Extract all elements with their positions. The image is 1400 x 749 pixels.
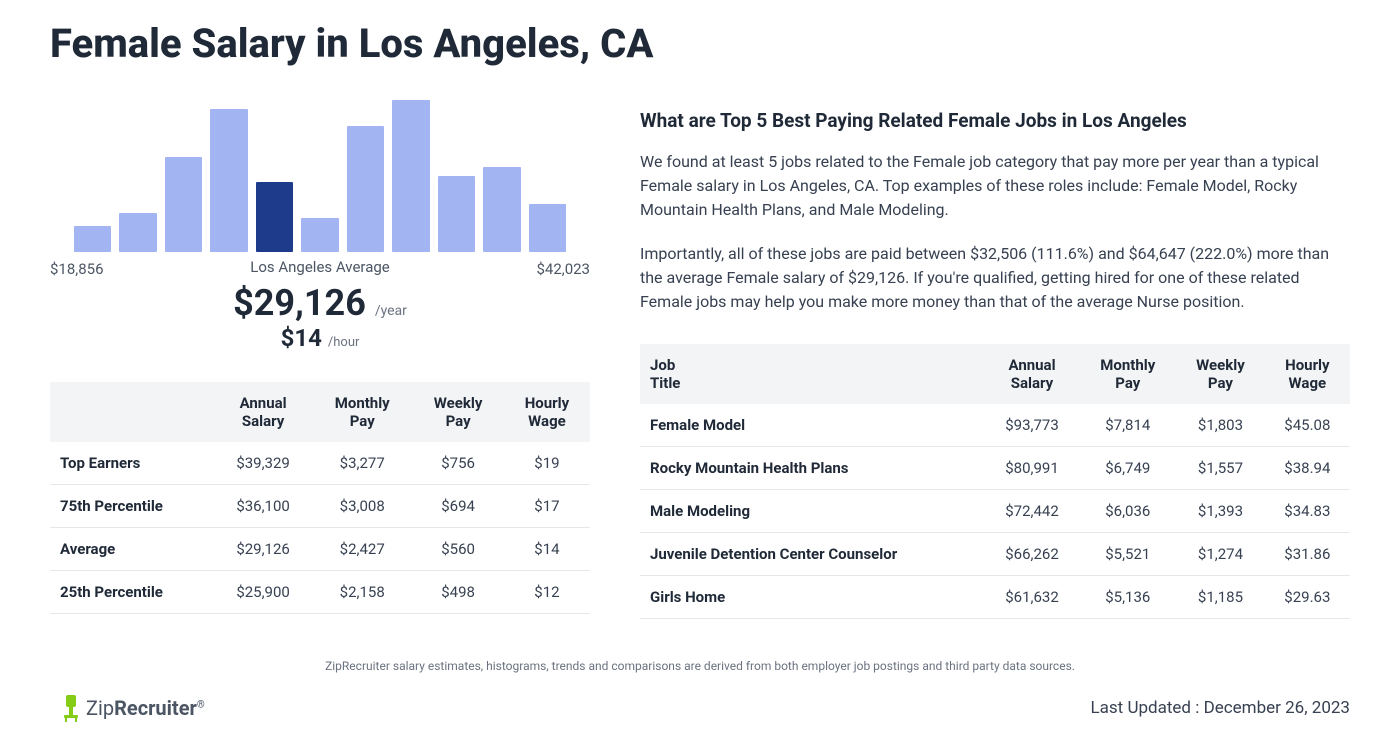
- table-cell: $5,136: [1079, 576, 1176, 619]
- table-cell: $25,900: [214, 571, 312, 614]
- table-row: 75th Percentile$36,100$3,008$694$17: [50, 485, 590, 528]
- chair-icon: [60, 693, 82, 723]
- table-cell: $31.86: [1265, 533, 1350, 576]
- table-row: Male Modeling$72,442$6,036$1,393$34.83: [640, 490, 1350, 533]
- histogram-bar: [483, 167, 520, 252]
- table-cell: $14: [504, 528, 590, 571]
- histogram-bar: [74, 226, 111, 252]
- table-header: MonthlyPay: [312, 382, 412, 442]
- table-cell: $6,036: [1079, 490, 1176, 533]
- table-cell: $72,442: [985, 490, 1080, 533]
- table-cell: $80,991: [985, 447, 1080, 490]
- table-cell: $498: [412, 571, 504, 614]
- table-cell: Girls Home: [640, 576, 985, 619]
- table-cell: $66,262: [985, 533, 1080, 576]
- table-header: WeeklyPay: [1176, 344, 1265, 404]
- histogram-bar: [392, 100, 429, 252]
- table-cell: $1,557: [1176, 447, 1265, 490]
- table-cell: $5,521: [1079, 533, 1176, 576]
- table-cell: $61,632: [985, 576, 1080, 619]
- table-cell: $6,749: [1079, 447, 1176, 490]
- table-cell: $1,185: [1176, 576, 1265, 619]
- table-cell: $36,100: [214, 485, 312, 528]
- footnote: ZipRecruiter salary estimates, histogram…: [50, 659, 1350, 673]
- table-header: JobTitle: [640, 344, 985, 404]
- table-row: Rocky Mountain Health Plans$80,991$6,749…: [640, 447, 1350, 490]
- table-cell: Rocky Mountain Health Plans: [640, 447, 985, 490]
- right-column: What are Top 5 Best Paying Related Femal…: [640, 97, 1350, 619]
- ziprecruiter-logo: ZipRecruiter®: [60, 693, 205, 723]
- table-header: [50, 382, 214, 442]
- table-row: Average$29,126$2,427$560$14: [50, 528, 590, 571]
- table-cell: Female Model: [640, 404, 985, 447]
- hourly-rate-value: $14 /hour: [50, 324, 590, 352]
- table-header: MonthlyPay: [1079, 344, 1176, 404]
- salary-histogram: $18,856 $42,023 Los Angeles Average $29,…: [50, 97, 590, 352]
- table-cell: $34.83: [1265, 490, 1350, 533]
- table-cell: $39,329: [214, 442, 312, 485]
- table-cell: $3,277: [312, 442, 412, 485]
- table-cell: Top Earners: [50, 442, 214, 485]
- table-cell: $19: [504, 442, 590, 485]
- histogram-bar: [347, 126, 384, 252]
- histogram-bar: [438, 176, 475, 252]
- histogram-bar: [529, 204, 566, 252]
- table-cell: 75th Percentile: [50, 485, 214, 528]
- table-cell: $3,008: [312, 485, 412, 528]
- table-header: HourlyWage: [1265, 344, 1350, 404]
- histogram-bar: [301, 218, 338, 252]
- table-row: Juvenile Detention Center Counselor$66,2…: [640, 533, 1350, 576]
- annual-salary-value: $29,126 /year: [50, 282, 590, 324]
- page-title: Female Salary in Los Angeles, CA: [50, 20, 1350, 67]
- chart-x-max: $42,023: [536, 260, 590, 278]
- table-cell: $756: [412, 442, 504, 485]
- table-header: WeeklyPay: [412, 382, 504, 442]
- table-header: AnnualSalary: [985, 344, 1080, 404]
- histogram-bar: [210, 109, 247, 252]
- table-cell: Average: [50, 528, 214, 571]
- content-columns: $18,856 $42,023 Los Angeles Average $29,…: [50, 97, 1350, 619]
- histogram-bar: [165, 157, 202, 252]
- histogram-bar: [119, 213, 156, 252]
- chart-center-label: Los Angeles Average: [50, 258, 590, 276]
- table-cell: $45.08: [1265, 404, 1350, 447]
- table-cell: $17: [504, 485, 590, 528]
- table-cell: $560: [412, 528, 504, 571]
- table-row: Top Earners$39,329$3,277$756$19: [50, 442, 590, 485]
- table-cell: Male Modeling: [640, 490, 985, 533]
- table-row: 25th Percentile$25,900$2,158$498$12: [50, 571, 590, 614]
- table-cell: Juvenile Detention Center Counselor: [640, 533, 985, 576]
- table-cell: $1,274: [1176, 533, 1265, 576]
- related-jobs-para-1: We found at least 5 jobs related to the …: [640, 150, 1350, 222]
- table-header: AnnualSalary: [214, 382, 312, 442]
- left-column: $18,856 $42,023 Los Angeles Average $29,…: [50, 97, 590, 619]
- chart-x-min: $18,856: [50, 260, 104, 278]
- percentile-table: AnnualSalaryMonthlyPayWeeklyPayHourlyWag…: [50, 382, 590, 614]
- table-cell: 25th Percentile: [50, 571, 214, 614]
- histogram-bar: [256, 182, 293, 252]
- table-cell: $694: [412, 485, 504, 528]
- table-cell: $1,393: [1176, 490, 1265, 533]
- related-jobs-heading: What are Top 5 Best Paying Related Femal…: [640, 109, 1350, 132]
- table-cell: $1,803: [1176, 404, 1265, 447]
- table-cell: $12: [504, 571, 590, 614]
- last-updated: Last Updated : December 26, 2023: [1091, 698, 1351, 718]
- table-cell: $2,427: [312, 528, 412, 571]
- table-cell: $7,814: [1079, 404, 1176, 447]
- related-jobs-para-2: Importantly, all of these jobs are paid …: [640, 242, 1350, 314]
- table-cell: $38.94: [1265, 447, 1350, 490]
- table-cell: $29,126: [214, 528, 312, 571]
- table-header: HourlyWage: [504, 382, 590, 442]
- table-cell: $93,773: [985, 404, 1080, 447]
- footer-row: ZipRecruiter® Last Updated : December 26…: [50, 693, 1350, 723]
- table-row: Female Model$93,773$7,814$1,803$45.08: [640, 404, 1350, 447]
- table-row: Girls Home$61,632$5,136$1,185$29.63: [640, 576, 1350, 619]
- related-jobs-table: JobTitleAnnualSalaryMonthlyPayWeeklyPayH…: [640, 344, 1350, 619]
- table-cell: $29.63: [1265, 576, 1350, 619]
- table-cell: $2,158: [312, 571, 412, 614]
